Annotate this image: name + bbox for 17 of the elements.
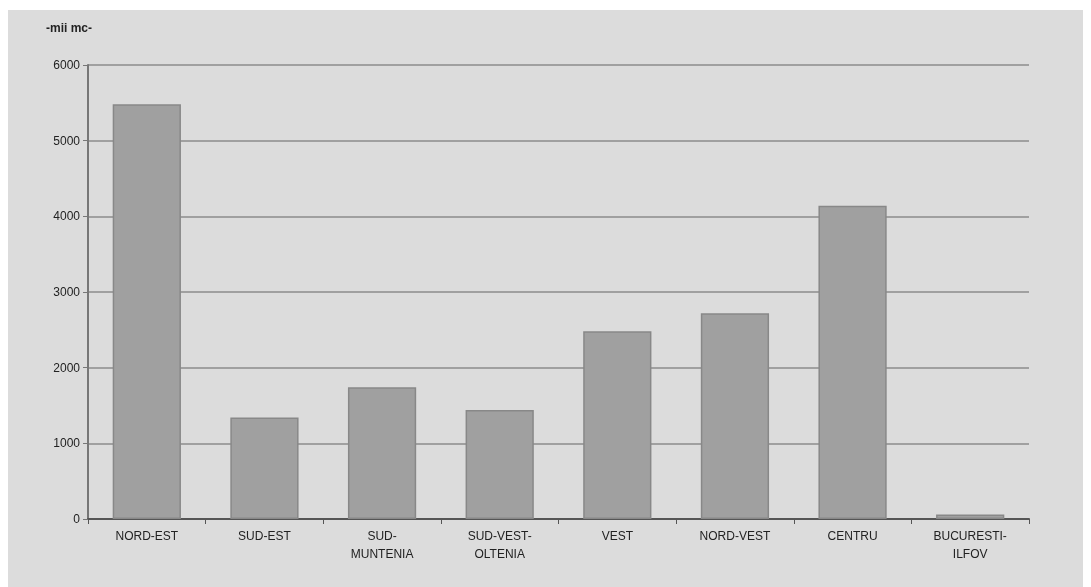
y-axis-title: -mii mc- <box>46 21 93 35</box>
x-tick-label: BUCURESTI-ILFOV <box>933 529 1007 561</box>
x-tick-label: SUD-VEST-OLTENIA <box>467 529 532 561</box>
x-tick-label: NORD-VEST <box>699 529 771 543</box>
y-tick-label: 3000 <box>53 285 81 299</box>
x-tick-label: SUD-MUNTENIA <box>350 529 414 561</box>
bar <box>936 514 1005 519</box>
x-tick-label: CENTRU <box>827 529 878 543</box>
x-tick-label: NORD-EST <box>115 529 179 543</box>
y-tick-label: 5000 <box>53 133 81 148</box>
y-tick-label: 4000 <box>53 209 81 224</box>
x-tick-label: SUD-EST <box>238 529 292 543</box>
x-tick-label: VEST <box>601 529 634 543</box>
y-tick-label: 6000 <box>53 58 81 72</box>
y-tick-label: 0 <box>73 512 81 526</box>
y-tick-label: 1000 <box>53 436 81 451</box>
y-tick-label: 2000 <box>53 360 81 375</box>
